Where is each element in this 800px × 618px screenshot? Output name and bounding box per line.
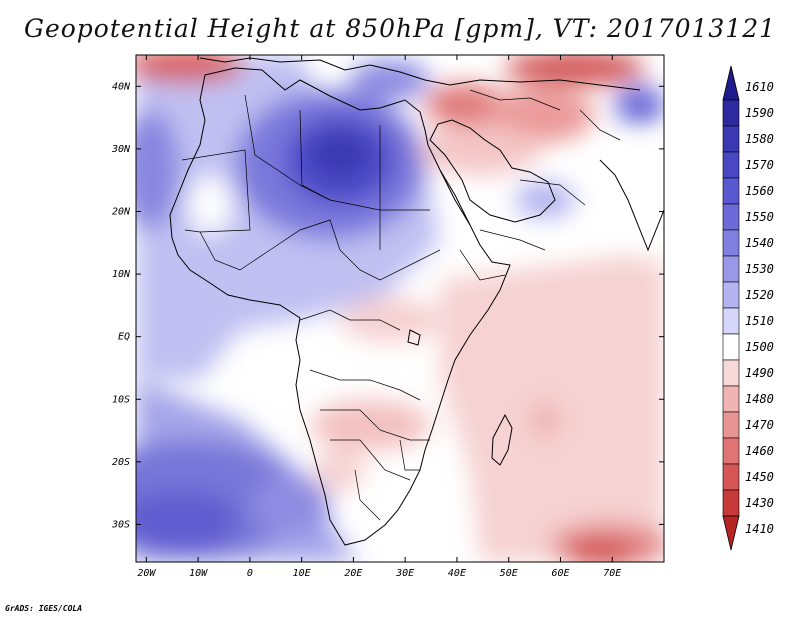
colorbar: 1610 1590 1580 1570 1560 1550 1540 1530 1520 1510… [722, 65, 774, 551]
lon-label: 10W [189, 568, 208, 579]
colorbar-swatch [722, 99, 740, 127]
latitude-labels: 40N 30N 20N 10N EQ 10S 20S 30S [111, 81, 131, 530]
lon-label: 40E [448, 568, 466, 579]
country-borders [181, 89, 621, 521]
arabia-coastline [429, 119, 556, 223]
grads-credit: GrADS: IGES/COLA [5, 604, 83, 613]
colorbar-swatch [722, 359, 740, 387]
axis-ticks [136, 55, 664, 562]
lat-label: 30S [111, 519, 130, 530]
lat-label: 40N [112, 81, 131, 92]
colorbar-label: 1510 [745, 314, 774, 328]
colorbar-label: 1430 [745, 496, 774, 510]
lake-victoria [407, 329, 421, 346]
colorbar-label: 1490 [745, 366, 774, 380]
colorbar-label: 1500 [745, 340, 774, 354]
colorbar-label: 1410 [745, 522, 774, 536]
lat-label: 30N [111, 144, 131, 155]
madagascar-coastline [491, 413, 513, 466]
india-coastline [599, 159, 664, 252]
lon-label: 30E [395, 568, 414, 579]
colorbar-label: 1480 [745, 392, 774, 406]
colorbar-label: 1610 [745, 80, 774, 94]
lon-label: 20E [344, 568, 362, 579]
colorbar-swatch [722, 177, 740, 205]
lat-label: EQ [118, 332, 130, 343]
colorbar-swatch [722, 463, 740, 491]
lat-label: 20S [112, 457, 130, 468]
map-frame [135, 54, 665, 563]
colorbar-swatch [722, 437, 740, 465]
lon-label: 60E [551, 568, 569, 579]
colorbar-top-arrow [722, 65, 740, 101]
colorbar-swatch [722, 411, 740, 439]
red-sea [439, 169, 471, 226]
colorbar-swatch [722, 255, 740, 283]
colorbar-swatch [722, 281, 740, 309]
colorbar-label: 1470 [745, 418, 774, 432]
lat-label: 20N [112, 206, 131, 217]
coastlines [169, 57, 664, 546]
colorbar-swatch [722, 333, 740, 361]
colorbar-label: 1540 [745, 236, 774, 250]
lon-label: 50E [500, 568, 518, 579]
lat-label: 10N [112, 269, 131, 280]
colorbar-swatch [722, 125, 740, 153]
colorbar-label: 1530 [745, 262, 774, 276]
colorbar-swatch [722, 229, 740, 257]
longitude-labels: 20W 10W 0 10E 20E 30E 40E 50E 60E 70E [137, 568, 621, 579]
colorbar-label: 1570 [745, 158, 774, 172]
colorbar-swatch [722, 385, 740, 413]
colorbar-label: 1520 [745, 288, 774, 302]
colorbar-swatch [722, 203, 740, 231]
lat-label: 10S [112, 394, 130, 405]
europe-coastline [199, 57, 641, 91]
lon-label: 20W [137, 568, 156, 579]
colorbar-bottom-arrow [722, 515, 740, 551]
africa-coastline [169, 67, 511, 546]
lon-label: 0 [247, 568, 253, 579]
colorbar-label: 1590 [745, 106, 774, 120]
lon-label: 10E [293, 568, 311, 579]
colorbar-label: 1560 [745, 184, 774, 198]
colorbar-label: 1550 [745, 210, 774, 224]
colorbar-swatch [722, 489, 740, 517]
chart-title: Geopotential Height at 850hPa [gpm], VT:… [23, 14, 777, 43]
colorbar-swatch [722, 307, 740, 335]
lon-label: 70E [603, 568, 621, 579]
height-field [136, 55, 664, 562]
colorbar-label: 1580 [745, 132, 774, 146]
colorbar-label: 1450 [745, 470, 774, 484]
colorbar-swatch [722, 151, 740, 179]
colorbar-label: 1460 [745, 444, 774, 458]
